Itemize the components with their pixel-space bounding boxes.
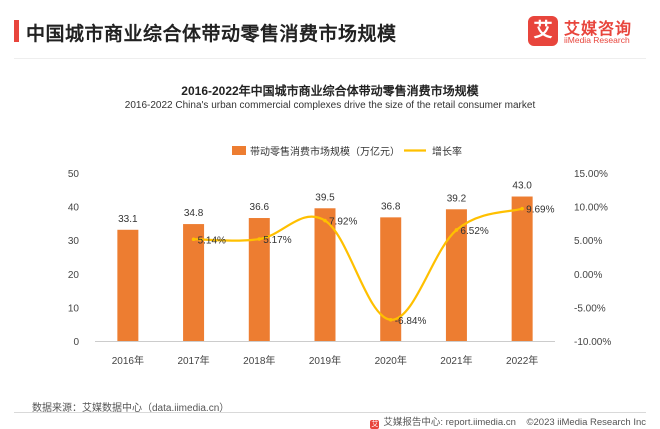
growth-rate-point bbox=[191, 237, 196, 242]
y-right-tick-label: -10.00% bbox=[574, 337, 611, 348]
x-tick-label: 2018年 bbox=[243, 354, 275, 367]
legend-line-label: 增长率 bbox=[432, 145, 462, 158]
x-tick-label: 2021年 bbox=[440, 354, 472, 367]
bar bbox=[511, 196, 533, 341]
y-left-tick-label: 30 bbox=[68, 236, 80, 247]
bar bbox=[183, 224, 205, 341]
legend-bar-swatch bbox=[232, 146, 246, 155]
y-right-tick-label: -5.00% bbox=[574, 303, 606, 314]
footer-logo-icon: 艾 bbox=[370, 420, 380, 429]
header-divider bbox=[14, 58, 646, 59]
logo-mark-icon: 艾 bbox=[528, 16, 558, 46]
chart-subtitle: 2016-2022 China's urban commercial compl… bbox=[124, 100, 536, 111]
bar bbox=[248, 218, 270, 341]
growth-rate-label: 9.69% bbox=[526, 205, 554, 216]
growth-rate-label: -6.84% bbox=[395, 316, 427, 327]
data-source: 数据来源：艾媒数据中心（data.iimedia.cn） bbox=[32, 403, 230, 414]
growth-rate-label: 7.92% bbox=[329, 217, 357, 228]
x-tick-label: 2020年 bbox=[375, 354, 407, 367]
x-tick-label: 2022年 bbox=[506, 354, 538, 367]
growth-rate-label: 5.17% bbox=[263, 235, 291, 246]
y-right-tick-label: 0.00% bbox=[574, 270, 602, 281]
footer: 艾艾媒报告中心: report.iimedia.cn ©2023 iiMedia… bbox=[368, 414, 646, 429]
growth-rate-point bbox=[388, 317, 393, 322]
growth-rate-label: 5.14% bbox=[198, 235, 226, 246]
footer-copyright: ©2023 iiMedia Research Inc bbox=[526, 417, 646, 428]
y-left-tick-label: 50 bbox=[68, 169, 80, 180]
footer-report: 艾媒报告中心: report.iimedia.cn bbox=[383, 417, 516, 428]
bar bbox=[117, 229, 139, 341]
growth-rate-point bbox=[323, 218, 327, 223]
growth-rate-label: 6.52% bbox=[460, 226, 488, 237]
y-right-tick-label: 5.00% bbox=[574, 236, 602, 247]
title-accent-bar bbox=[14, 20, 19, 42]
y-right-tick-label: 10.00% bbox=[574, 203, 608, 214]
bar-value-label: 39.5 bbox=[315, 192, 335, 203]
bar-value-label: 43.0 bbox=[512, 181, 532, 192]
legend-bar-label: 带动零售消费市场规模（万亿元） bbox=[250, 145, 400, 158]
logo-name-en: iiMedia Research bbox=[564, 35, 630, 45]
x-tick-label: 2017年 bbox=[177, 354, 209, 367]
y-left-tick-label: 0 bbox=[73, 337, 79, 348]
bar bbox=[314, 208, 336, 341]
footer-divider bbox=[14, 412, 646, 413]
chart-title: 2016-2022年中国城市商业综合体带动零售消费市场规模 bbox=[181, 84, 479, 98]
bar-value-label: 34.8 bbox=[184, 208, 204, 219]
bar-value-label: 39.2 bbox=[447, 193, 467, 204]
growth-rate-point bbox=[520, 206, 524, 211]
bar-value-label: 36.6 bbox=[250, 202, 270, 213]
bar bbox=[445, 209, 467, 341]
bar-value-label: 36.8 bbox=[381, 201, 401, 212]
x-tick-label: 2016年 bbox=[112, 354, 144, 367]
y-left-tick-label: 10 bbox=[68, 303, 80, 314]
y-left-tick-label: 40 bbox=[68, 203, 80, 214]
brand-logo: 艾 艾媒咨询 iiMedia Research bbox=[528, 14, 646, 50]
page-title: 中国城市商业综合体带动零售消费市场规模 bbox=[26, 24, 397, 45]
y-left-tick-label: 20 bbox=[68, 270, 80, 281]
growth-rate-point bbox=[257, 237, 262, 241]
y-right-tick-label: 15.00% bbox=[574, 169, 608, 180]
x-tick-label: 2019年 bbox=[309, 354, 341, 367]
growth-rate-point bbox=[454, 228, 459, 232]
bar-value-label: 33.1 bbox=[118, 214, 138, 225]
bar bbox=[380, 217, 402, 341]
logo-name-cn: 艾媒咨询 bbox=[564, 21, 633, 38]
